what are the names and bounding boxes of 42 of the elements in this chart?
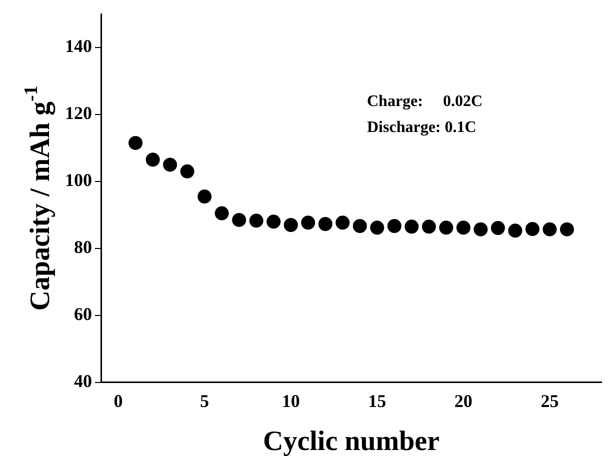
y-tick-label: 80	[74, 237, 92, 258]
point	[456, 220, 470, 235]
point	[336, 216, 350, 230]
y-tick-label: 100	[65, 170, 92, 190]
point	[439, 220, 454, 235]
point	[352, 219, 367, 233]
y-axis-title: Capacity / mAh g-1	[20, 86, 56, 311]
point	[146, 152, 160, 167]
point	[249, 214, 264, 228]
point	[542, 222, 557, 236]
point	[266, 214, 281, 229]
x-tick-label: 20	[454, 390, 472, 411]
x-tick-label: 10	[282, 390, 300, 411]
point	[422, 220, 436, 234]
point	[180, 164, 194, 178]
point	[318, 216, 332, 231]
point	[370, 220, 384, 235]
x-tick-label: 25	[540, 390, 559, 411]
y-tick-label: 60	[74, 304, 92, 324]
y-tick-label: 140	[65, 36, 92, 56]
y-tick-label: 40	[74, 371, 92, 392]
point	[284, 218, 298, 232]
x-tick-label: 5	[200, 390, 210, 411]
point	[232, 212, 246, 227]
y-tick-label: 120	[65, 103, 92, 124]
x-tick-label: 15	[368, 390, 386, 411]
point	[128, 136, 143, 150]
point	[404, 220, 419, 234]
point	[163, 158, 178, 172]
point	[214, 206, 229, 220]
point	[474, 222, 488, 236]
point	[525, 222, 540, 236]
annotation: Discharge: 0.1C	[367, 119, 476, 136]
x-axis-title: Cyclic number	[262, 426, 440, 456]
point	[198, 190, 212, 204]
point	[560, 222, 574, 236]
point	[508, 224, 522, 238]
point	[301, 216, 316, 230]
point	[490, 221, 505, 236]
x-tick-label: 0	[114, 390, 123, 411]
point	[387, 219, 402, 233]
annotation: Charge: 0.02C	[367, 93, 483, 110]
